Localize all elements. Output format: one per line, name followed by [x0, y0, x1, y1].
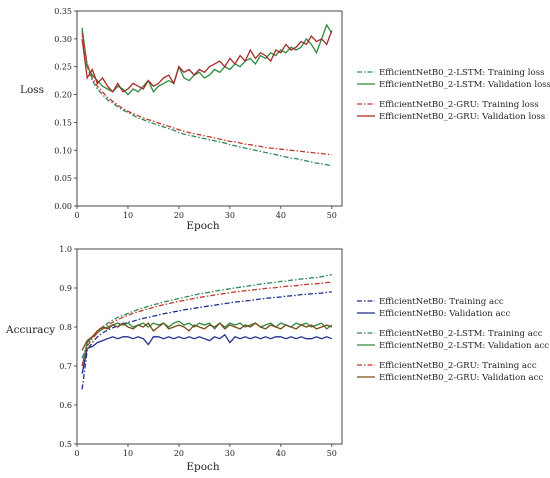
acc-legend-label-4: EfficientNetB0_2-GRU: Training acc: [379, 361, 537, 371]
loss-plot-frame: [76, 10, 343, 207]
accuracy-plot-frame: [76, 248, 343, 445]
loss-y-tick-label: 0.15: [54, 118, 72, 127]
loss-series-line-2: [81, 33, 332, 156]
accuracy-tick-labels: 0 10 20 30 40 50 0.5 0.6 0.7 0.8 0.9 1.0: [59, 245, 337, 458]
loss-y-tick-label: 0.35: [54, 7, 72, 16]
loss-y-tick-label: 0.25: [54, 63, 72, 72]
acc-y-tick-label: 0.6: [59, 401, 72, 410]
loss-x-axis-label: Epoch: [186, 220, 220, 232]
loss-series-lines: [81, 23, 333, 167]
acc-series-line-0: [81, 291, 332, 390]
acc-legend-label-0: EfficientNetB0: Training acc: [379, 297, 504, 307]
acc-legend-label-5: EfficientNetB0_2-GRU: Validation acc: [379, 373, 543, 383]
loss-x-tick-label: 50: [327, 211, 337, 220]
acc-series-line-1: [81, 333, 333, 374]
loss-x-tick-label: 10: [123, 211, 133, 220]
loss-chart: Loss Epoch 0 10 20 30 40 50 0.00 0.05 0.10 0.15 0.…: [20, 7, 550, 232]
loss-legend-label-0: EfficientNetB0_2-LSTM: Training loss: [379, 68, 545, 78]
acc-y-tick-label: 0.9: [59, 284, 72, 293]
acc-x-tick-label: 0: [74, 449, 79, 458]
loss-y-tick-label: 0.00: [54, 202, 72, 211]
loss-x-tick-label: 20: [174, 211, 184, 220]
loss-legend-label-2: EfficientNetB0_2-GRU: Training loss: [379, 100, 539, 110]
acc-x-tick-label: 30: [225, 449, 235, 458]
loss-x-tick-label: 30: [225, 211, 235, 220]
accuracy-x-axis-label: Epoch: [186, 461, 220, 473]
loss-legend-label-3: EfficientNetB0_2-GRU: Validation loss: [379, 112, 545, 122]
acc-series-line-4: [81, 281, 332, 367]
acc-series-line-2: [81, 274, 332, 359]
accuracy-series-lines: [81, 274, 333, 390]
loss-legend: EfficientNetB0_2-LSTM: Training loss Effi…: [357, 68, 550, 122]
loss-series-line-3: [81, 30, 333, 93]
accuracy-chart: Accuracy Epoch 0 10 20 30 40 50 0.5 0.6 0.7 0.8 0.…: [5, 245, 549, 473]
loss-y-axis-label: Loss: [20, 84, 44, 96]
acc-y-tick-label: 0.8: [59, 323, 72, 332]
accuracy-legend: EfficientNetB0: Training acc EfficientNet…: [357, 297, 549, 383]
accuracy-y-axis-label: Accuracy: [5, 324, 55, 336]
loss-legend-label-1: EfficientNetB0_2-LSTM: Validation loss: [379, 80, 550, 90]
acc-series-line-5: [81, 322, 333, 351]
acc-x-tick-label: 20: [174, 449, 184, 458]
loss-y-tick-label: 0.30: [54, 35, 72, 44]
acc-x-tick-label: 40: [276, 449, 286, 458]
loss-y-tick-label: 0.10: [54, 146, 72, 155]
loss-x-tick-label: 40: [276, 211, 286, 220]
acc-x-tick-label: 10: [123, 449, 133, 458]
acc-legend-label-2: EfficientNetB0_2-LSTM: Training acc: [379, 329, 543, 339]
acc-legend-label-1: EfficientNetB0: Validation acc: [379, 309, 510, 319]
acc-y-tick-label: 0.7: [59, 362, 72, 371]
loss-tick-labels: 0 10 20 30 40 50 0.00 0.05 0.10 0.15 0.20 0.25 0.30 0…: [54, 7, 337, 220]
acc-y-tick-label: 1.0: [59, 245, 72, 254]
loss-x-tick-label: 0: [74, 211, 79, 220]
loss-y-tick-label: 0.20: [54, 91, 72, 100]
loss-y-tick-label: 0.05: [54, 174, 72, 183]
acc-legend-label-3: EfficientNetB0_2-LSTM: Validation acc: [379, 341, 549, 351]
loss-series-line-0: [81, 30, 332, 167]
loss-series-line-1: [81, 23, 333, 96]
acc-y-tick-label: 0.5: [59, 440, 72, 449]
acc-x-tick-label: 50: [327, 449, 337, 458]
